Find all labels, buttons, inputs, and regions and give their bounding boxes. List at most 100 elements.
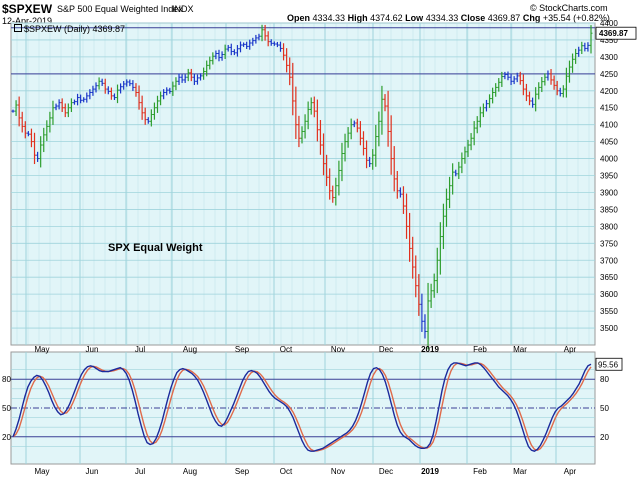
month-label: Sep: [235, 467, 250, 476]
price-tick-label: 3950: [600, 172, 618, 181]
osc-level-label-left: 20: [2, 433, 11, 442]
ohlc-bar: [162, 89, 166, 100]
ohlc-bar: [186, 68, 190, 82]
ohlc-bar: [506, 71, 510, 81]
ohlc-bar: [202, 67, 206, 80]
ohlc-bar: [325, 154, 329, 187]
ohlc-bar: [226, 44, 230, 52]
ohlc-bar: [248, 39, 252, 50]
ohlc-bar: [29, 128, 33, 148]
low-value: 4334.33: [425, 13, 459, 23]
ohlc-bar: [392, 146, 396, 192]
month-label: Dec: [379, 467, 393, 476]
high-label: High: [347, 13, 368, 23]
month-label: Nov: [331, 467, 345, 476]
ohlc-bar: [45, 120, 49, 141]
ohlc-bar: [401, 186, 405, 214]
ohlc-bar: [205, 60, 209, 77]
ohlc-bar: [315, 99, 319, 142]
ohlc-bar: [414, 255, 418, 298]
price-tick-label: 4250: [600, 70, 618, 79]
ohlc-bar: [355, 118, 359, 133]
ohlc-bar: [245, 41, 249, 50]
month-label: 2019: [421, 467, 439, 476]
ohlc-bar: [371, 149, 375, 170]
month-label: Jul: [135, 345, 145, 354]
price-tick-label: 4050: [600, 138, 618, 147]
osc-level-label-left: 80: [2, 375, 11, 384]
ohlc-bar: [152, 102, 156, 120]
ohlc-bar: [285, 48, 289, 73]
month-label: Nov: [331, 345, 345, 354]
close-label: Close: [460, 13, 486, 23]
ohlc-bar: [122, 81, 126, 90]
ohlc-bar: [54, 103, 58, 111]
ohlc-bar: [39, 136, 43, 168]
open-label: Open: [287, 13, 311, 23]
ohlc-bar: [466, 139, 470, 157]
ohlc-bar: [389, 115, 393, 175]
ohlc-bar: [484, 99, 488, 112]
ohlc-bar: [343, 133, 347, 162]
ohlc-bar: [60, 98, 64, 113]
ohlc-bar: [438, 222, 442, 275]
ohlc-bar: [423, 314, 427, 339]
ohlc-bar: [432, 273, 436, 298]
ohlc-bar: [214, 50, 218, 60]
ohlc-bar: [469, 133, 473, 151]
ohlc-bar: [380, 85, 384, 135]
price-tick-label: 3800: [600, 222, 618, 231]
ohlc-bar: [88, 89, 92, 100]
ohlc-bar: [63, 103, 67, 118]
ohlc-readout: Open 4334.33 High 4374.62 Low 4334.33 Cl…: [287, 13, 610, 23]
ohlc-bar: [223, 44, 227, 59]
ohlc-bar: [239, 41, 243, 53]
ohlc-bar: [174, 77, 178, 91]
ohlc-bar: [168, 87, 172, 94]
ohlc-bar: [337, 160, 341, 196]
ohlc-bar: [20, 111, 24, 133]
ohlc-bar: [69, 98, 73, 113]
ohlc-bar: [140, 95, 144, 120]
ohlc-bar: [441, 203, 445, 250]
ohlc-bar: [109, 87, 113, 100]
price-tick-label: 3700: [600, 256, 618, 265]
month-label: 2019: [421, 345, 439, 354]
ohlc-bar: [368, 156, 372, 168]
ohlc-bar: [94, 82, 98, 93]
price-tick-label: 3650: [600, 273, 618, 282]
watermark: © StockCharts.com: [530, 3, 608, 13]
ohlc-bar: [398, 187, 402, 198]
ohlc-bar: [509, 73, 513, 86]
price-tick-label: 3600: [600, 290, 618, 299]
ohlc-bar: [263, 24, 267, 41]
ohlc-bar: [426, 282, 430, 350]
month-label: Jun: [86, 467, 99, 476]
ohlc-bar: [377, 111, 381, 147]
ohlc-bar: [331, 185, 335, 203]
ohlc-bar: [171, 81, 175, 96]
month-label: Feb: [473, 467, 487, 476]
ohlc-bar: [564, 67, 568, 98]
ohlc-bar: [574, 48, 578, 64]
ohlc-bar: [429, 283, 433, 308]
ohlc-bar: [561, 85, 565, 98]
ohlc-bar: [448, 176, 452, 209]
month-label: Oct: [280, 467, 293, 476]
ohlc-bar: [220, 51, 224, 61]
ohlc-bar: [85, 92, 89, 103]
ohlc-bar: [383, 94, 387, 112]
ohlc-bar: [395, 170, 399, 199]
osc-level-label-right: 80: [600, 375, 609, 384]
ohlc-bar: [512, 76, 516, 85]
ohlc-bar: [257, 33, 261, 41]
ohlc-bar: [131, 80, 135, 91]
month-label: Aug: [183, 467, 197, 476]
ohlc-bar: [278, 41, 282, 52]
price-tick-label: 4000: [600, 155, 618, 164]
osc-k-line: [12, 362, 592, 452]
chg-label: Chg: [522, 13, 541, 23]
ohlc-bar: [491, 87, 495, 104]
ohlc-bar: [537, 82, 541, 100]
ohlc-bar: [540, 77, 544, 93]
